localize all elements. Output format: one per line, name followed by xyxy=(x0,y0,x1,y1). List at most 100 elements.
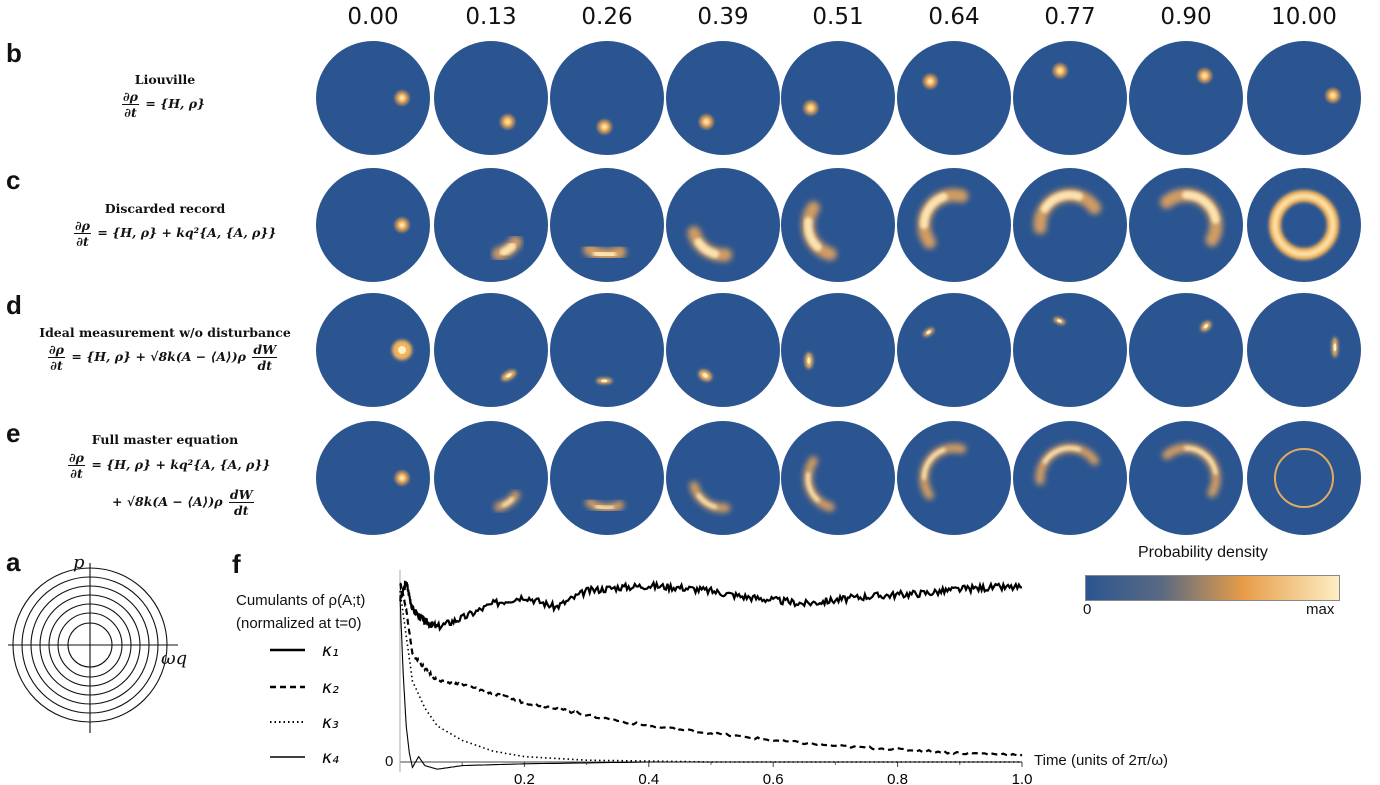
equation-e-line1: ∂ρ ∂t = {H, ρ} + kq²{A, {A, ρ}} xyxy=(66,450,270,481)
eq-d-den: ∂t xyxy=(50,358,63,373)
eq-d-rhs: = {H, ρ} + √8k(A − ⟨A⟩)ρ xyxy=(71,349,246,364)
disk-r0-c3 xyxy=(666,41,780,155)
legend-title-line2: (normalized at t=0) xyxy=(236,615,362,632)
panel-letter-b: b xyxy=(6,38,22,68)
x-tick-label-0: 0.2 xyxy=(514,771,535,785)
legend-label-0: κ₁ xyxy=(322,641,339,661)
eq-c-num: ∂ρ xyxy=(74,218,91,234)
disk-r1-c4 xyxy=(781,168,895,282)
time-label-0: 0.00 xyxy=(347,4,399,30)
eq-c-den: ∂t xyxy=(76,234,89,249)
x-tick-label-3: 0.8 xyxy=(887,771,908,785)
series-line-κ3 xyxy=(399,590,1022,763)
time-label-1: 0.13 xyxy=(465,4,517,30)
colorbar xyxy=(1085,575,1340,601)
legend-label-1: κ₂ xyxy=(322,678,339,698)
eq-e-rhs1: = {H, ρ} + kq²{A, {A, ρ}} xyxy=(91,457,271,472)
panel-letter-e: e xyxy=(6,418,21,448)
eq-d-dw: dW xyxy=(252,342,278,358)
legend-label-3: κ₄ xyxy=(322,748,339,768)
legend-label-2: κ₃ xyxy=(322,713,339,733)
panel-letter-a: a xyxy=(6,547,21,577)
equation-d: ∂ρ ∂t = {H, ρ} + √8k(A − ⟨A⟩)ρ dW dt xyxy=(46,342,279,373)
equation-title-e: Full master equation xyxy=(91,432,239,447)
colorbar-max: max xyxy=(1306,601,1335,618)
eq-e-den: ∂t xyxy=(70,466,83,481)
disk-r0-c8 xyxy=(1247,41,1361,155)
disk-r3-c8 xyxy=(1247,421,1361,535)
time-label-5: 0.64 xyxy=(928,4,980,30)
disk-r1-c2 xyxy=(550,168,664,282)
disk-r1-c1 xyxy=(434,168,548,282)
eq-d-num: ∂ρ xyxy=(48,342,65,358)
disk-r2-c8 xyxy=(1247,293,1361,407)
disk-r2-c1 xyxy=(434,293,548,407)
disk-r0-c7 xyxy=(1129,41,1243,155)
equation-title-d: Ideal measurement w/o disturbance xyxy=(39,325,291,340)
disk-r2-c7 xyxy=(1129,293,1243,407)
equation-e-line2: + √8k(A − ⟨A⟩)ρ dW dt xyxy=(112,487,256,518)
disk-r3-c1 xyxy=(434,421,548,535)
disk-r0-c1 xyxy=(434,41,548,155)
disk-r2-c3 xyxy=(666,293,780,407)
disk-r3-c3 xyxy=(666,421,780,535)
equation-title-c: Discarded record xyxy=(104,201,226,216)
time-label-4: 0.51 xyxy=(812,4,864,30)
panel-letter-c: c xyxy=(6,165,21,195)
disk-r3-c2 xyxy=(550,421,664,535)
eq-b-den: ∂t xyxy=(124,105,137,120)
time-label-3: 0.39 xyxy=(697,4,749,30)
eq-c-rhs: = {H, ρ} + kq²{A, {A, ρ}} xyxy=(97,225,277,240)
eq-d-dt: dt xyxy=(257,358,272,373)
x-tick-label-1: 0.4 xyxy=(638,771,659,785)
phase-space-diagram xyxy=(8,563,178,733)
time-label-7: 0.90 xyxy=(1160,4,1212,30)
eq-e-num: ∂ρ xyxy=(68,450,85,466)
disk-r2-c5 xyxy=(897,293,1011,407)
disk-r0-c5 xyxy=(897,41,1011,155)
p-axis-label: p xyxy=(73,552,85,573)
disk-r3-c5 xyxy=(897,421,1011,535)
disk-r1-c3 xyxy=(666,168,780,282)
disk-r2-c0 xyxy=(316,293,430,407)
disk-r0-c0 xyxy=(316,41,430,155)
disk-r2-c2 xyxy=(550,293,664,407)
disk-r1-c7 xyxy=(1129,168,1243,282)
x-axis-label: Time (units of 2π/ω) xyxy=(1034,752,1169,769)
eq-e-dw: dW xyxy=(228,487,254,503)
equation-b: ∂ρ ∂t = {H, ρ} xyxy=(120,89,205,120)
colorbar-min: 0 xyxy=(1083,601,1092,618)
equation-c: ∂ρ ∂t = {H, ρ} + kq²{A, {A, ρ}} xyxy=(72,218,276,249)
phase-space-disk-grid xyxy=(316,41,1361,535)
eq-e-dt: dt xyxy=(234,503,249,518)
disk-r0-c6 xyxy=(1013,41,1127,155)
panel-letter-d: d xyxy=(6,290,22,320)
series-line-κ2 xyxy=(399,582,1023,758)
time-label-2: 0.26 xyxy=(581,4,633,30)
legend-title-line1: Cumulants of ρ(A;t) xyxy=(236,592,366,609)
y-tick-zero: 0 xyxy=(385,753,394,770)
disk-r3-c0 xyxy=(316,421,430,535)
eq-e-rhs2: + √8k(A − ⟨A⟩)ρ xyxy=(112,494,223,509)
q-axis-label: ωq xyxy=(161,648,188,669)
x-tick-label-2: 0.6 xyxy=(763,771,784,785)
panel-letter-f: f xyxy=(232,549,241,579)
disk-r1-c0 xyxy=(316,168,430,282)
disk-r3-c7 xyxy=(1129,421,1243,535)
disk-r3-c4 xyxy=(781,421,895,535)
series-line-κ1 xyxy=(399,579,1023,632)
colorbar-title: Probability density xyxy=(1138,544,1268,561)
disk-r0-c2 xyxy=(550,41,664,155)
series-line-κ4 xyxy=(399,596,1022,770)
disk-r0-c4 xyxy=(781,41,895,155)
disk-r3-c6 xyxy=(1013,421,1127,535)
disk-r1-c5 xyxy=(897,168,1011,282)
equation-title-b: Liouville xyxy=(134,72,196,87)
time-label-6: 0.77 xyxy=(1044,4,1096,30)
eq-b-rhs: = {H, ρ} xyxy=(145,96,206,111)
disk-r1-c8 xyxy=(1247,168,1361,282)
disk-r1-c6 xyxy=(1013,168,1127,282)
x-tick-label-4: 1.0 xyxy=(1012,771,1033,785)
eq-b-num: ∂ρ xyxy=(122,89,139,105)
